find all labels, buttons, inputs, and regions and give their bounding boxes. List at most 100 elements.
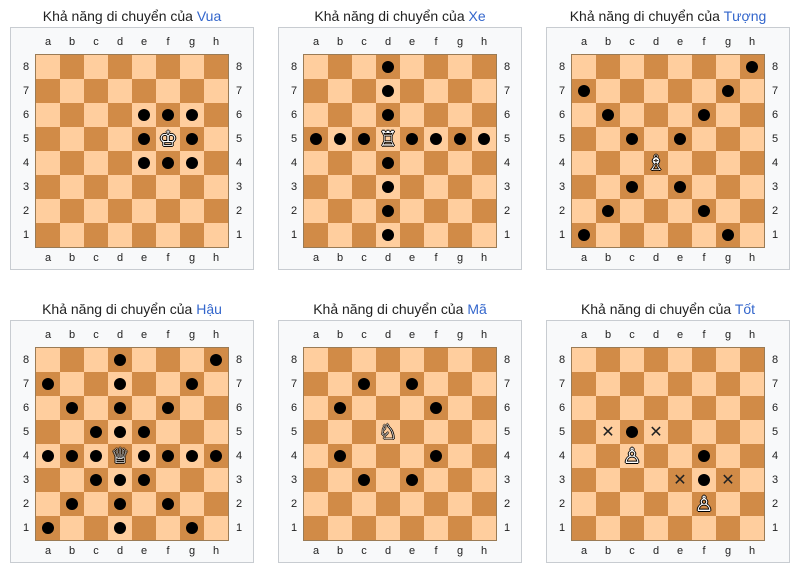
square-c8 [352, 55, 376, 79]
rank-label-1: 1 [503, 229, 511, 241]
square-c7 [620, 372, 644, 396]
square-e8 [400, 348, 424, 372]
square-c3 [620, 175, 644, 199]
move-dot [478, 133, 490, 145]
rank-label-5: 5 [771, 426, 779, 438]
move-dot [162, 402, 174, 414]
move-dot [114, 498, 126, 510]
square-g6 [180, 396, 204, 420]
square-h3 [204, 175, 228, 199]
square-e3 [668, 175, 692, 199]
square-g1 [716, 516, 740, 540]
square-c8 [620, 348, 644, 372]
file-label-b: b [336, 252, 344, 264]
diagram-title: Khả năng di chuyển của Mã [268, 301, 532, 317]
move-dot [138, 109, 150, 121]
square-f7 [424, 79, 448, 103]
rank-label-4: 4 [771, 157, 779, 169]
rank-label-6: 6 [558, 402, 566, 414]
square-a2 [304, 492, 328, 516]
square-a1 [36, 223, 60, 247]
square-c3 [352, 468, 376, 492]
square-b7 [328, 372, 352, 396]
square-e5 [132, 127, 156, 151]
file-label-h: h [212, 329, 220, 341]
piece-name-link[interactable]: Hậu [196, 301, 222, 317]
square-h3 [472, 175, 496, 199]
square-f8 [156, 55, 180, 79]
rank-label-4: 4 [503, 157, 511, 169]
square-h1 [740, 223, 764, 247]
file-label-e: e [140, 36, 148, 48]
square-g6 [716, 396, 740, 420]
square-b8 [60, 55, 84, 79]
file-label-c: c [361, 545, 367, 557]
square-h4 [740, 444, 764, 468]
square-h4 [740, 151, 764, 175]
file-label-c: c [361, 252, 367, 264]
square-c8 [84, 348, 108, 372]
square-g2 [180, 199, 204, 223]
move-dot [334, 450, 346, 462]
move-dot [66, 498, 78, 510]
file-label-d: d [116, 329, 124, 341]
file-label-h: h [748, 252, 756, 264]
square-c8 [620, 55, 644, 79]
move-dot [90, 426, 102, 438]
rank-label-6: 6 [235, 402, 243, 414]
square-d2 [108, 492, 132, 516]
square-d1 [644, 516, 668, 540]
square-a6 [304, 103, 328, 127]
square-g6 [180, 103, 204, 127]
square-b5: ✕ [596, 420, 620, 444]
white-queen-icon: ♕ [110, 444, 130, 468]
square-f2 [156, 199, 180, 223]
square-h2 [472, 199, 496, 223]
white-bishop-icon: ♗ [646, 151, 666, 175]
square-b2 [596, 199, 620, 223]
square-d3 [376, 468, 400, 492]
square-a3 [572, 468, 596, 492]
rank-label-7: 7 [771, 378, 779, 390]
square-e6 [132, 396, 156, 420]
square-b5 [328, 127, 352, 151]
chess-board: ♘ [303, 347, 497, 541]
square-e3 [400, 468, 424, 492]
rank-label-6: 6 [558, 109, 566, 121]
file-label-g: g [724, 329, 732, 341]
square-h2 [472, 492, 496, 516]
square-e2 [132, 492, 156, 516]
rank-label-5: 5 [558, 426, 566, 438]
square-g3 [180, 175, 204, 199]
square-b6 [596, 396, 620, 420]
file-label-g: g [456, 545, 464, 557]
square-f2 [692, 199, 716, 223]
rank-label-4: 4 [558, 157, 566, 169]
square-e6 [400, 396, 424, 420]
square-c7 [84, 372, 108, 396]
piece-name-link[interactable]: Xe [468, 8, 486, 24]
piece-name-link[interactable]: Tượng [723, 8, 767, 24]
file-label-d: d [116, 252, 124, 264]
rank-label-1: 1 [22, 522, 30, 534]
file-label-c: c [629, 36, 635, 48]
move-dot [114, 426, 126, 438]
square-g6 [716, 103, 740, 127]
piece-name-link[interactable]: Vua [196, 8, 222, 24]
white-pawn-icon: ♙ [622, 444, 642, 468]
square-c5 [352, 420, 376, 444]
rank-label-7: 7 [503, 378, 511, 390]
rank-label-4: 4 [290, 157, 298, 169]
piece-name-link[interactable]: Mã [467, 301, 487, 317]
piece-name-link[interactable]: Tốt [734, 301, 756, 317]
square-b1 [328, 223, 352, 247]
square-b2 [60, 492, 84, 516]
square-c5 [620, 420, 644, 444]
square-b1 [60, 223, 84, 247]
rank-label-8: 8 [22, 354, 30, 366]
square-b6 [328, 396, 352, 420]
square-b7 [328, 79, 352, 103]
file-label-h: h [480, 36, 488, 48]
square-c3 [84, 468, 108, 492]
square-b4 [328, 444, 352, 468]
